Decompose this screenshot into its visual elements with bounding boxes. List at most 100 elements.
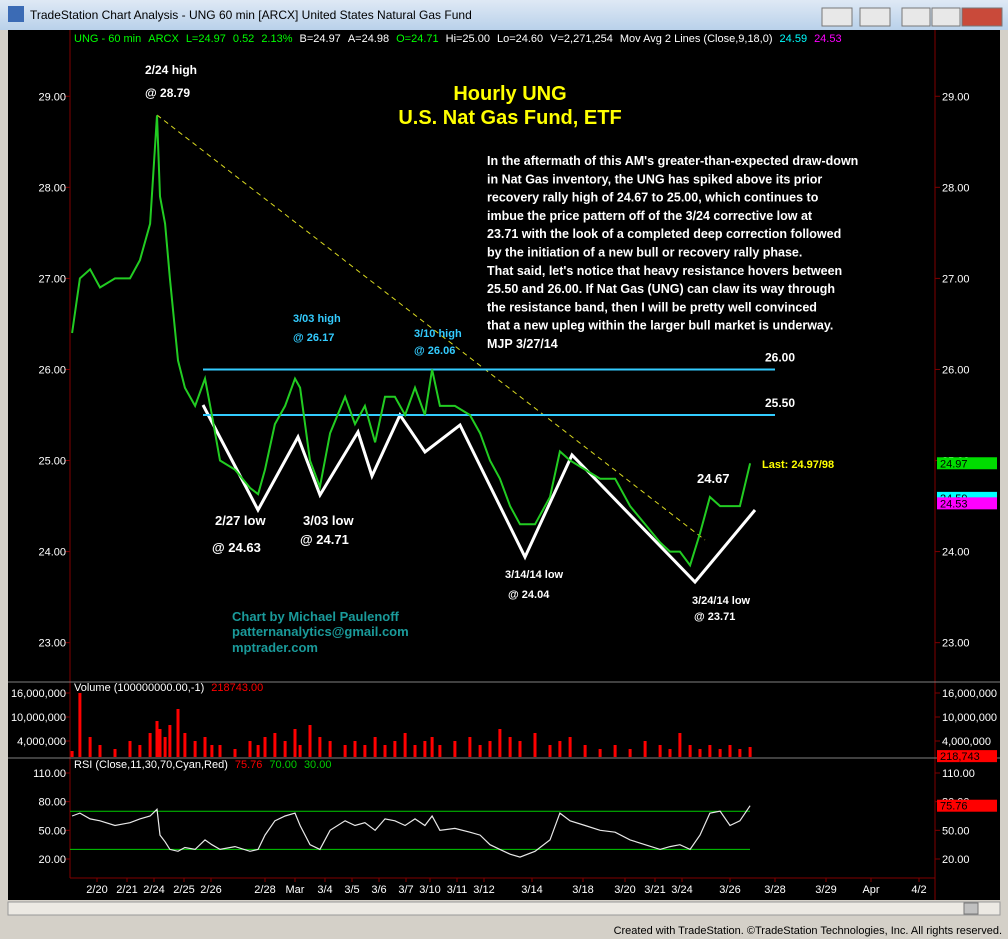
y-tick-label: 28.00 — [38, 182, 66, 194]
y-tick-label: 50.00 — [942, 825, 970, 837]
x-tick-label: 3/29 — [815, 884, 836, 896]
annotation: 3/03 low — [303, 513, 354, 528]
price-marker — [937, 750, 997, 763]
y-tick-label: 25.00 — [38, 456, 66, 468]
volume-bar — [568, 737, 572, 757]
y-tick-label: 23.00 — [38, 638, 66, 650]
x-tick-label: Apr — [862, 884, 879, 896]
volume-bar — [708, 745, 712, 757]
commentary-line: recovery rally high of 24.67 to 25.00, w… — [487, 191, 819, 205]
header-item: Mov Avg 2 Lines (Close,9,18,0) — [620, 33, 773, 45]
window-title: TradeStation Chart Analysis - UNG 60 min… — [30, 8, 472, 22]
volume-bar — [256, 745, 260, 757]
volume-bar — [155, 721, 159, 757]
volume-bar — [698, 749, 702, 757]
x-tick-label: 3/10 — [419, 884, 440, 896]
volume-bar — [488, 741, 492, 757]
volume-bar — [203, 737, 207, 757]
x-tick-label: 3/26 — [719, 884, 740, 896]
volume-bar — [728, 745, 732, 757]
annotation: @ 26.06 — [414, 345, 455, 357]
volume-bar — [658, 745, 662, 757]
annotation: 3/14/14 low — [505, 569, 564, 581]
volume-bar — [533, 733, 537, 757]
commentary-line: the resistance band, then I will be pret… — [487, 300, 817, 314]
x-tick-label: 3/24 — [671, 884, 692, 896]
volume-bar — [148, 733, 152, 757]
volume-bar — [298, 745, 302, 757]
volume-bar — [233, 749, 237, 757]
annotation: @ 24.63 — [212, 540, 261, 555]
volume-bar — [430, 737, 434, 757]
price-marker-label: 218,743 — [940, 751, 980, 763]
chart-area — [8, 30, 1000, 900]
volume-bar — [548, 745, 552, 757]
y-tick-label: 20.00 — [942, 854, 970, 866]
y-tick-label: 4,000,000 — [942, 736, 991, 748]
volume-bar — [138, 745, 142, 757]
x-tick-label: 3/7 — [398, 884, 413, 896]
volume-bar — [668, 749, 672, 757]
x-tick-label: 3/18 — [572, 884, 593, 896]
y-tick-label: 20.00 — [38, 854, 66, 866]
commentary-line: by the initiation of a new bull or recov… — [487, 246, 802, 260]
x-tick-label: 3/12 — [473, 884, 494, 896]
y-tick-label: 29.00 — [942, 91, 970, 103]
price-marker-label: 24.97 — [940, 458, 968, 470]
x-tick-label: 3/14 — [521, 884, 542, 896]
trend-line — [156, 114, 706, 541]
x-tick-label: 3/5 — [344, 884, 359, 896]
header-item: L=24.97 — [186, 33, 226, 45]
y-tick-label: 24.00 — [38, 547, 66, 559]
close-button[interactable] — [961, 7, 1003, 27]
annotation: @ 24.71 — [300, 532, 349, 547]
header-item: Hi=25.00 — [446, 33, 490, 45]
volume-bar — [273, 733, 277, 757]
volume-bar — [393, 741, 397, 757]
x-tick-label: 3/20 — [614, 884, 635, 896]
y-tick-label: 16,000,000 — [11, 688, 66, 700]
volume-bar — [403, 733, 407, 757]
scroll-thumb[interactable] — [963, 902, 979, 915]
panel-header: UNG - 60 min ARCX L=24.97 0.52 2.13% B=24.97 A… — [74, 33, 842, 45]
volume-bar — [508, 737, 512, 757]
commentary-line: 23.71 with the look of a completed deep … — [487, 227, 841, 241]
x-tick-label: Mar — [286, 884, 305, 896]
annotation: Chart by Michael Paulenoff — [232, 609, 400, 624]
annotation: mptrader.com — [232, 640, 318, 655]
header-item: Volume (100000000.00,-1) — [74, 682, 204, 694]
commentary-line: In the aftermath of this AM's greater-th… — [487, 154, 858, 168]
x-tick-label: 2/21 — [116, 884, 137, 896]
header-item: 24.53 — [814, 33, 842, 45]
volume-bar — [718, 749, 722, 757]
s-button[interactable] — [821, 7, 853, 27]
annotation: 2/27 low — [215, 513, 266, 528]
commentary-line: That said, let's notice that heavy resis… — [487, 264, 842, 278]
price-marker-label: 75.76 — [940, 801, 968, 813]
scrollbar[interactable] — [7, 901, 1001, 916]
minimize-button[interactable] — [901, 7, 931, 27]
i-button[interactable] — [859, 7, 891, 27]
volume-bar — [613, 745, 617, 757]
x-tick-label: 3/4 — [317, 884, 332, 896]
x-tick-label: 4/2 — [911, 884, 926, 896]
volume-bar — [738, 749, 742, 757]
volume-bar — [373, 737, 377, 757]
volume-bar — [218, 745, 222, 757]
volume-bar — [318, 737, 322, 757]
volume-bar — [628, 749, 632, 757]
volume-bar — [583, 745, 587, 757]
volume-bar — [163, 737, 167, 757]
price-marker-label: 24.53 — [940, 498, 968, 510]
restore-button[interactable] — [931, 7, 961, 27]
annotation: @ 26.17 — [293, 332, 334, 344]
volume-bar — [598, 749, 602, 757]
volume-bar — [343, 745, 347, 757]
price-marker — [937, 457, 997, 470]
x-tick-label: 3/21 — [644, 884, 665, 896]
annotation: @ 28.79 — [145, 86, 190, 100]
commentary-line: 25.50 and 26.00. If Nat Gas (UNG) can cl… — [487, 282, 835, 296]
volume-bar — [423, 741, 427, 757]
volume-bar — [113, 749, 117, 757]
